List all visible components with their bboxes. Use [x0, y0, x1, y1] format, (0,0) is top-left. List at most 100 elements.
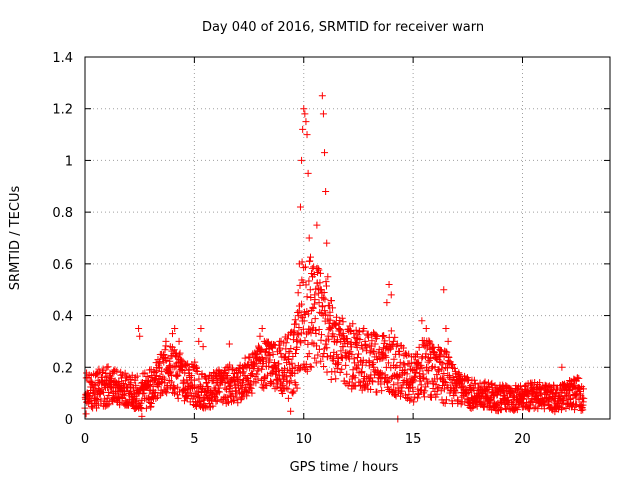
- data-point: [150, 368, 158, 376]
- data-point: [418, 354, 426, 362]
- data-point: [376, 375, 384, 383]
- data-point: [182, 384, 190, 392]
- data-point: [143, 373, 151, 381]
- data-point: [225, 340, 233, 348]
- data-point: [301, 110, 309, 118]
- data-point: [302, 118, 310, 126]
- data-point: [371, 340, 379, 348]
- data-point: [239, 379, 246, 387]
- data-point: [284, 385, 292, 393]
- data-point: [103, 363, 111, 371]
- data-point: [221, 384, 229, 392]
- data-point: [479, 389, 487, 397]
- data-point: [107, 384, 115, 392]
- data-point: [428, 364, 436, 372]
- data-point: [414, 360, 422, 368]
- data-point: [247, 384, 255, 392]
- data-point: [385, 281, 393, 289]
- data-point: [234, 368, 242, 376]
- data-point: [311, 291, 319, 299]
- data-point: [193, 367, 201, 375]
- y-axis: 0 0.2 0.4 0.6 0.8 1 1.2 1.4: [52, 51, 610, 428]
- data-point: [204, 382, 212, 390]
- data-point: [248, 389, 256, 397]
- data-point: [131, 390, 139, 398]
- data-point: [283, 335, 291, 343]
- data-point: [94, 376, 102, 384]
- data-point: [388, 341, 396, 349]
- x-tick-label: 15: [405, 432, 422, 447]
- data-point: [142, 404, 150, 412]
- data-point: [370, 347, 378, 355]
- data-point: [161, 346, 169, 354]
- data-point: [575, 374, 583, 382]
- data-point: [410, 398, 418, 406]
- data-point: [416, 370, 424, 378]
- data-point: [253, 370, 261, 378]
- data-point: [276, 344, 284, 352]
- data-point: [287, 345, 295, 353]
- data-point: [462, 389, 470, 397]
- data-point: [337, 347, 345, 355]
- data-point: [114, 394, 122, 402]
- data-point: [437, 387, 445, 395]
- data-point: [302, 263, 309, 271]
- x-axis: 0 5 10 15 20: [81, 57, 531, 447]
- data-point: [562, 389, 570, 397]
- data-point: [282, 339, 290, 347]
- data-point: [171, 389, 179, 397]
- x-tick-label: 20: [514, 432, 531, 447]
- data-point: [234, 399, 242, 407]
- data-point: [325, 335, 333, 343]
- data-point: [362, 381, 370, 389]
- data-point: [269, 350, 277, 358]
- data-point: [294, 289, 302, 297]
- data-point: [223, 393, 231, 401]
- data-point: [112, 389, 120, 397]
- data-point: [263, 345, 271, 353]
- data-point: [258, 365, 266, 373]
- data-point: [316, 308, 324, 316]
- data-point: [444, 364, 452, 372]
- data-point: [185, 365, 193, 373]
- data-point: [540, 405, 548, 413]
- data-point: [151, 368, 159, 376]
- data-point: [173, 353, 181, 361]
- data-point: [179, 376, 187, 384]
- data-point: [357, 358, 365, 366]
- data-point: [322, 187, 330, 195]
- data-point: [558, 404, 566, 412]
- data-point: [389, 337, 397, 345]
- data-point: [327, 324, 335, 332]
- data-point: [334, 336, 342, 344]
- data-point: [188, 381, 196, 389]
- data-point: [492, 384, 500, 392]
- data-point: [304, 310, 312, 318]
- data-point: [327, 297, 335, 305]
- data-point: [398, 387, 406, 395]
- data-point: [392, 350, 400, 358]
- data-point: [387, 344, 395, 352]
- data-point: [288, 359, 296, 367]
- data-point: [295, 323, 303, 331]
- data-point: [318, 92, 326, 100]
- data-point: [188, 372, 196, 380]
- data-point: [577, 390, 585, 398]
- data-point: [383, 299, 391, 307]
- data-point: [197, 325, 205, 332]
- data-point: [173, 371, 181, 379]
- plot-frame: [84, 56, 611, 420]
- data-point: [321, 149, 329, 157]
- data-point: [96, 389, 104, 397]
- data-point: [305, 350, 313, 358]
- data-point: [380, 332, 388, 340]
- data-point: [343, 370, 351, 378]
- data-point: [283, 359, 291, 367]
- x-tick-label: 5: [190, 432, 198, 447]
- x-tick-label: 0: [81, 432, 89, 447]
- data-point: [176, 349, 184, 357]
- data-point: [550, 382, 558, 390]
- data-point: [162, 337, 170, 345]
- data-point: [441, 399, 449, 407]
